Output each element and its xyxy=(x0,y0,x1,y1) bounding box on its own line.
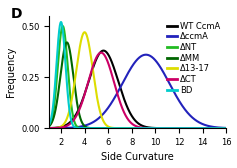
WT CcmA xyxy=(102,50,105,52)
ΔccmA xyxy=(139,55,142,57)
Line: ΔMM: ΔMM xyxy=(37,43,237,128)
WT CcmA xyxy=(36,127,39,129)
WT CcmA xyxy=(139,124,142,126)
Line: ΔccmA: ΔccmA xyxy=(37,55,237,128)
ΔMM xyxy=(134,127,137,129)
ΔMM xyxy=(139,127,142,129)
Line: Δ13-17: Δ13-17 xyxy=(37,32,237,128)
ΔNT xyxy=(36,127,39,129)
ΔccmA xyxy=(36,127,39,129)
BD xyxy=(36,127,39,129)
ΔCT xyxy=(139,127,142,129)
BD xyxy=(233,127,236,129)
ΔNT xyxy=(47,126,50,128)
Line: WT CcmA: WT CcmA xyxy=(37,51,237,128)
Δ13-17 xyxy=(36,127,39,129)
BD xyxy=(59,21,62,23)
WT CcmA xyxy=(203,127,206,129)
ΔccmA xyxy=(203,124,206,126)
X-axis label: Side Curvature: Side Curvature xyxy=(101,152,174,162)
ΔMM xyxy=(203,127,206,129)
BD xyxy=(203,127,206,129)
ΔccmA xyxy=(47,127,50,129)
ΔCT xyxy=(203,127,206,129)
Δ13-17 xyxy=(83,31,86,33)
ΔMM xyxy=(47,126,50,128)
ΔCT xyxy=(134,125,137,127)
Line: BD: BD xyxy=(37,22,237,128)
BD xyxy=(47,125,50,127)
Line: ΔNT: ΔNT xyxy=(37,26,237,128)
ΔMM xyxy=(36,127,39,129)
Line: ΔCT: ΔCT xyxy=(37,53,237,128)
BD xyxy=(134,127,137,129)
Δ13-17 xyxy=(139,127,142,129)
Δ13-17 xyxy=(47,127,50,129)
ΔCT xyxy=(47,127,50,129)
ΔNT xyxy=(203,127,206,129)
Δ13-17 xyxy=(134,127,137,129)
ΔNT xyxy=(61,25,64,27)
ΔMM xyxy=(65,41,68,44)
Text: D: D xyxy=(10,7,22,21)
WT CcmA xyxy=(47,127,50,129)
ΔNT xyxy=(139,127,142,129)
Δ13-17 xyxy=(203,127,206,129)
Y-axis label: Frequency: Frequency xyxy=(5,47,16,97)
WT CcmA xyxy=(134,119,137,121)
ΔNT xyxy=(134,127,137,129)
ΔCT xyxy=(36,127,39,129)
ΔccmA xyxy=(134,61,137,63)
ΔCT xyxy=(100,52,103,54)
Legend: WT CcmA, ΔccmA, ΔNT, ΔMM, Δ13-17, ΔCT, BD: WT CcmA, ΔccmA, ΔNT, ΔMM, Δ13-17, ΔCT, B… xyxy=(165,20,222,96)
BD xyxy=(139,127,142,129)
ΔccmA xyxy=(145,54,147,56)
